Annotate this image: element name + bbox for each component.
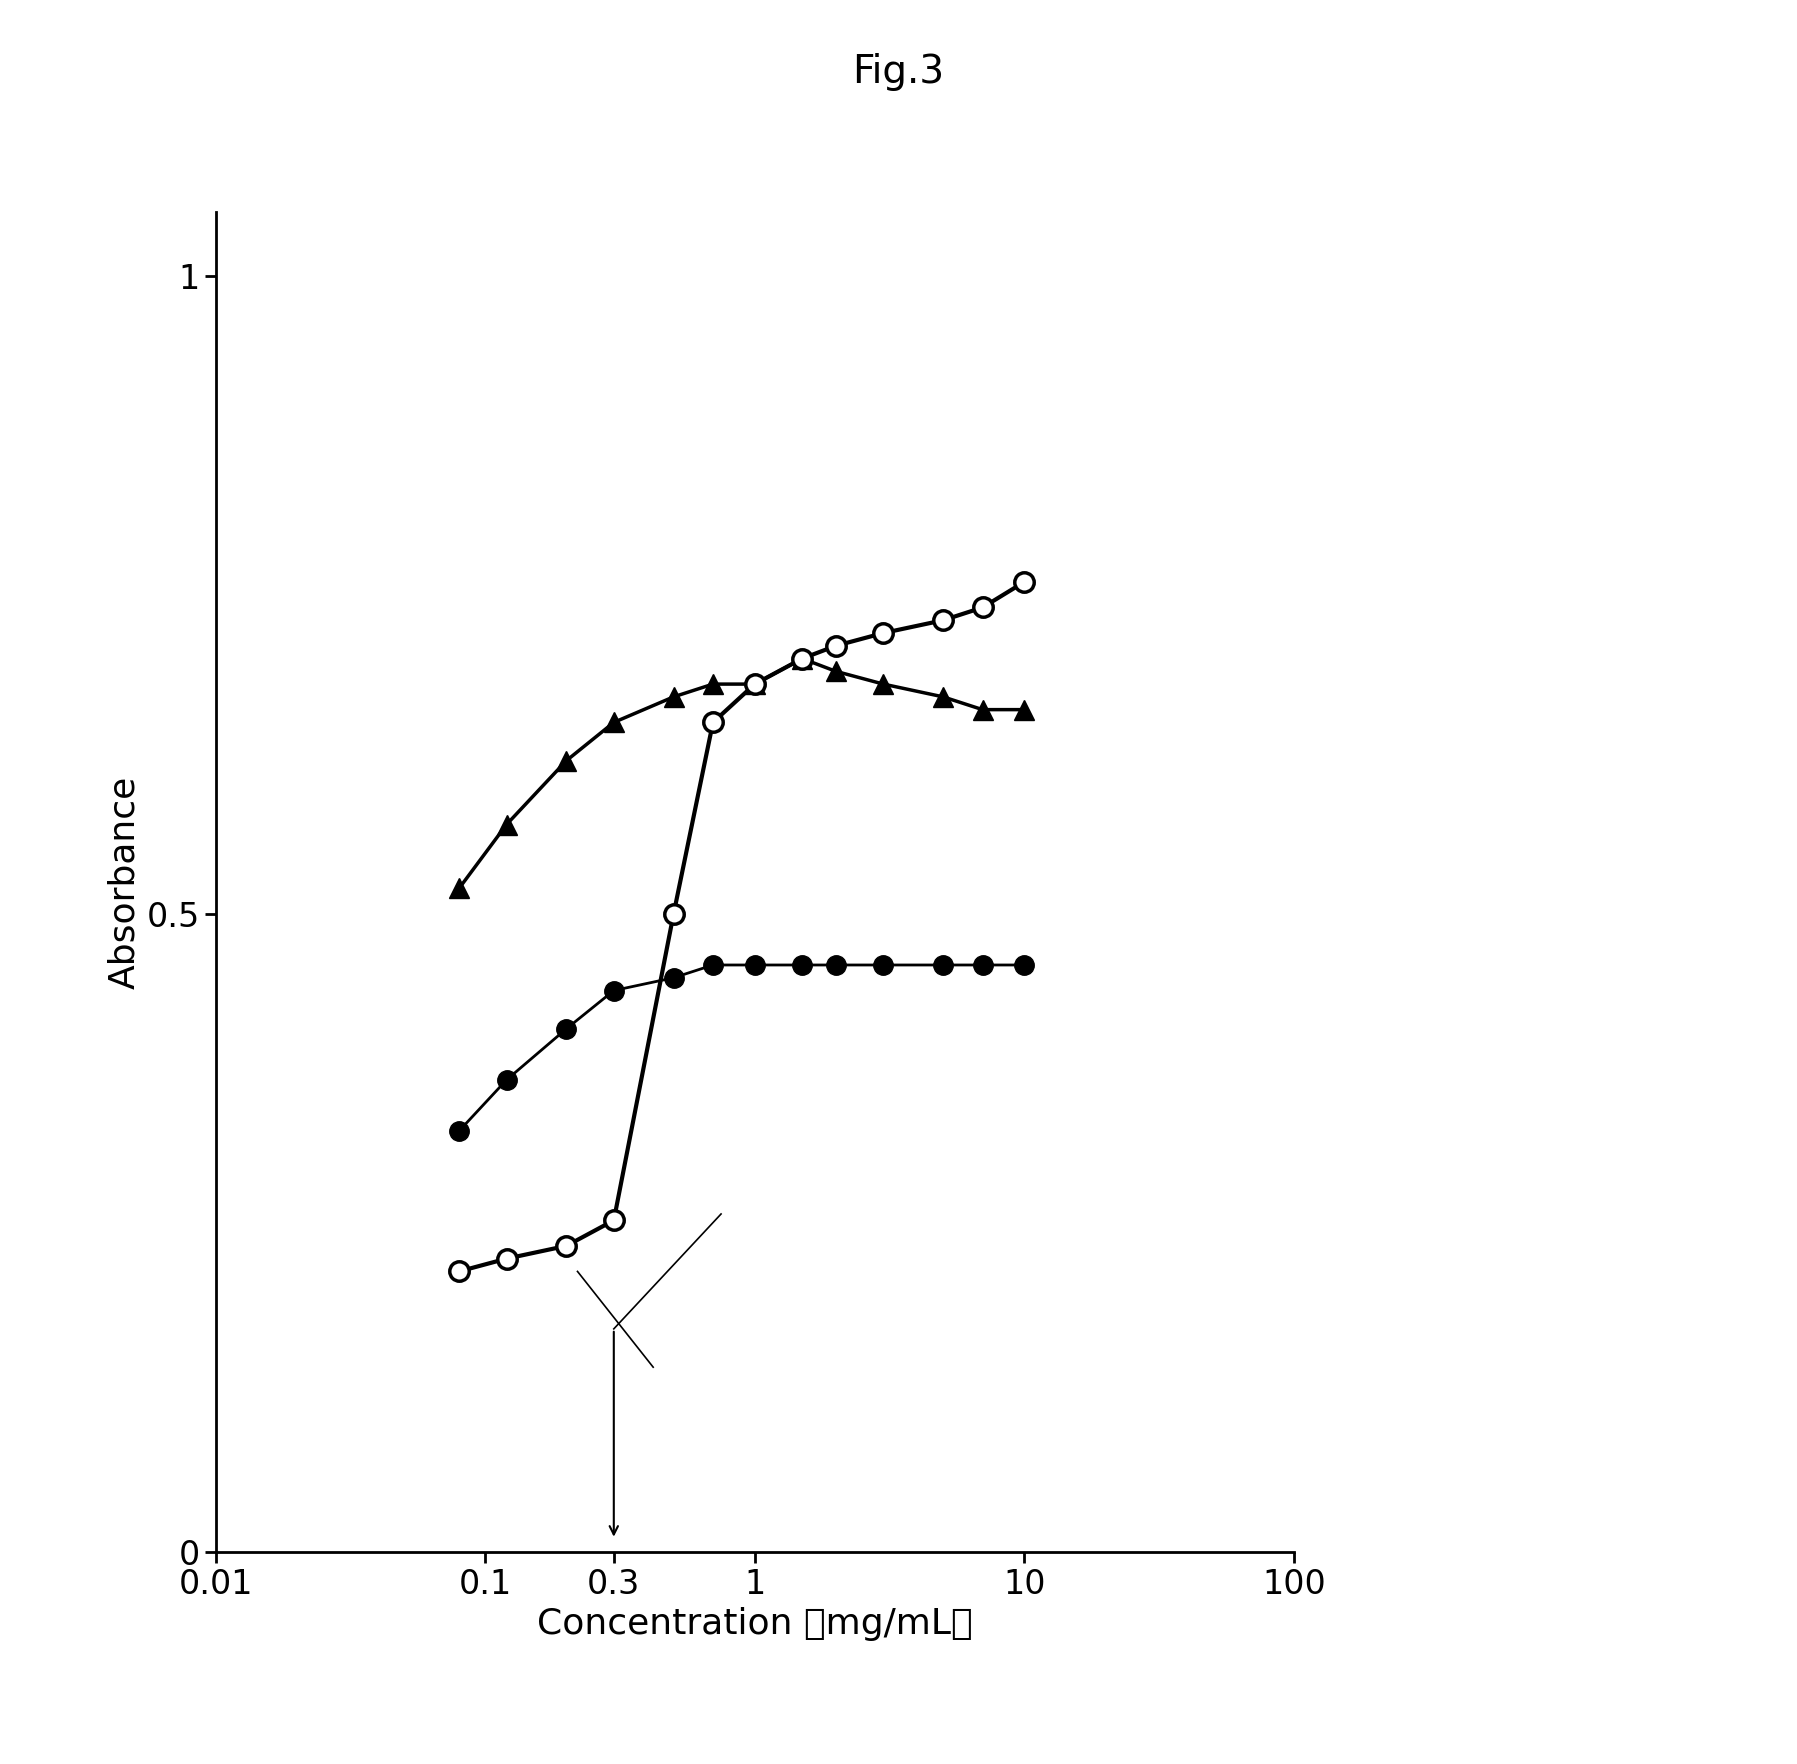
X-axis label: Concentration （mg/mL）: Concentration （mg/mL）: [537, 1607, 972, 1641]
Text: Fig.3: Fig.3: [852, 53, 945, 92]
Y-axis label: Absorbance: Absorbance: [106, 776, 140, 988]
